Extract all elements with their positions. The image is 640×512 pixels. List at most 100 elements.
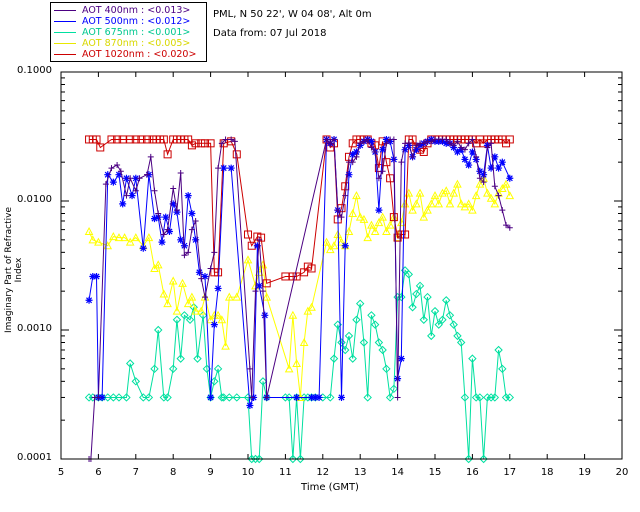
data-point [367,220,376,229]
legend-label: AOT 870nm : <0.005> [82,38,191,49]
data-point [150,364,159,374]
data-point [219,393,228,402]
data-point [344,331,354,341]
data-point [386,174,395,183]
data-point [293,393,301,401]
data-point [122,393,131,402]
legend-swatch [54,32,76,33]
data-point [207,393,215,401]
data-point [160,231,167,238]
data-point [173,207,180,214]
data-point [398,159,405,166]
data-point [127,175,134,182]
data-point [119,200,127,208]
data-point [180,311,189,320]
legend-item-1020nm: AOT 1020nm : <0.020> [54,49,196,60]
data-point [434,320,443,329]
data-point [159,289,169,298]
data-point [323,136,330,143]
data-point [307,302,316,311]
data-point [475,179,485,188]
data-point [163,299,172,308]
data-point [258,377,268,386]
data-point [419,315,428,324]
data-point [364,136,371,143]
data-point [445,311,455,320]
data-point [217,315,227,324]
data-point [374,218,384,227]
data-point [352,315,361,324]
x-tick-label: 20 [615,467,629,478]
data-point [458,144,465,151]
data-point [329,354,339,363]
data-point [382,364,391,374]
data-point [177,169,184,176]
data-point [170,185,177,192]
data-point [426,199,436,208]
data-point [178,278,187,287]
data-point [359,338,369,347]
legend-item-675nm: AOT 675nm : <0.001> [54,27,190,38]
data-point [495,164,503,172]
y-tick-label: 0.0010 [17,323,52,334]
data-point [348,208,358,218]
data-point [292,358,301,367]
data-point [132,174,140,182]
data-point [259,288,266,295]
x-tick-label: 12 [316,467,330,478]
data-point [400,199,410,208]
data-point [139,244,147,252]
data-point [408,303,417,312]
data-point [505,191,515,200]
data-point [84,393,94,402]
site-location: PML, N 50 22', W 04 08', Alt 0m [213,9,372,20]
data-point [337,237,346,246]
data-point [243,255,253,264]
data-point [461,146,468,153]
data-point [442,296,451,305]
data-point [486,193,496,202]
data-point [498,158,506,166]
data-point [363,393,372,402]
data-point [222,136,229,143]
data-point [207,265,214,272]
data-point [159,393,169,402]
data-point [374,338,384,347]
data-point [503,222,510,229]
data-point [498,364,507,374]
data-point [168,364,178,374]
data-point [231,138,238,145]
x-tick-label: 13 [353,467,367,478]
data-point [494,345,503,355]
data-point [499,207,506,214]
data-point [88,235,98,244]
data-point [370,226,380,236]
data-point [438,315,447,324]
data-point [456,338,466,347]
series-line-2 [89,269,510,460]
x-tick-label: 18 [540,467,554,478]
data-point [393,292,402,302]
data-point [506,174,514,182]
data-point [363,233,373,242]
data-point [367,137,375,145]
data-point [155,210,162,217]
data-point [84,226,94,236]
data-point [159,135,168,144]
data-point [456,199,466,208]
data-point [368,144,375,151]
data-point [311,393,319,401]
data-point [256,236,263,243]
data-point [188,210,196,218]
data-point [360,138,367,145]
data-point [248,394,255,401]
data-point [128,192,136,200]
data-point [246,365,253,372]
data-point [163,393,172,402]
data-point [115,171,123,179]
legend-label: AOT 675nm : <0.001> [82,27,191,38]
data-point [303,306,313,315]
data-point [453,179,462,188]
data-point [114,393,124,402]
data-point [201,272,209,280]
